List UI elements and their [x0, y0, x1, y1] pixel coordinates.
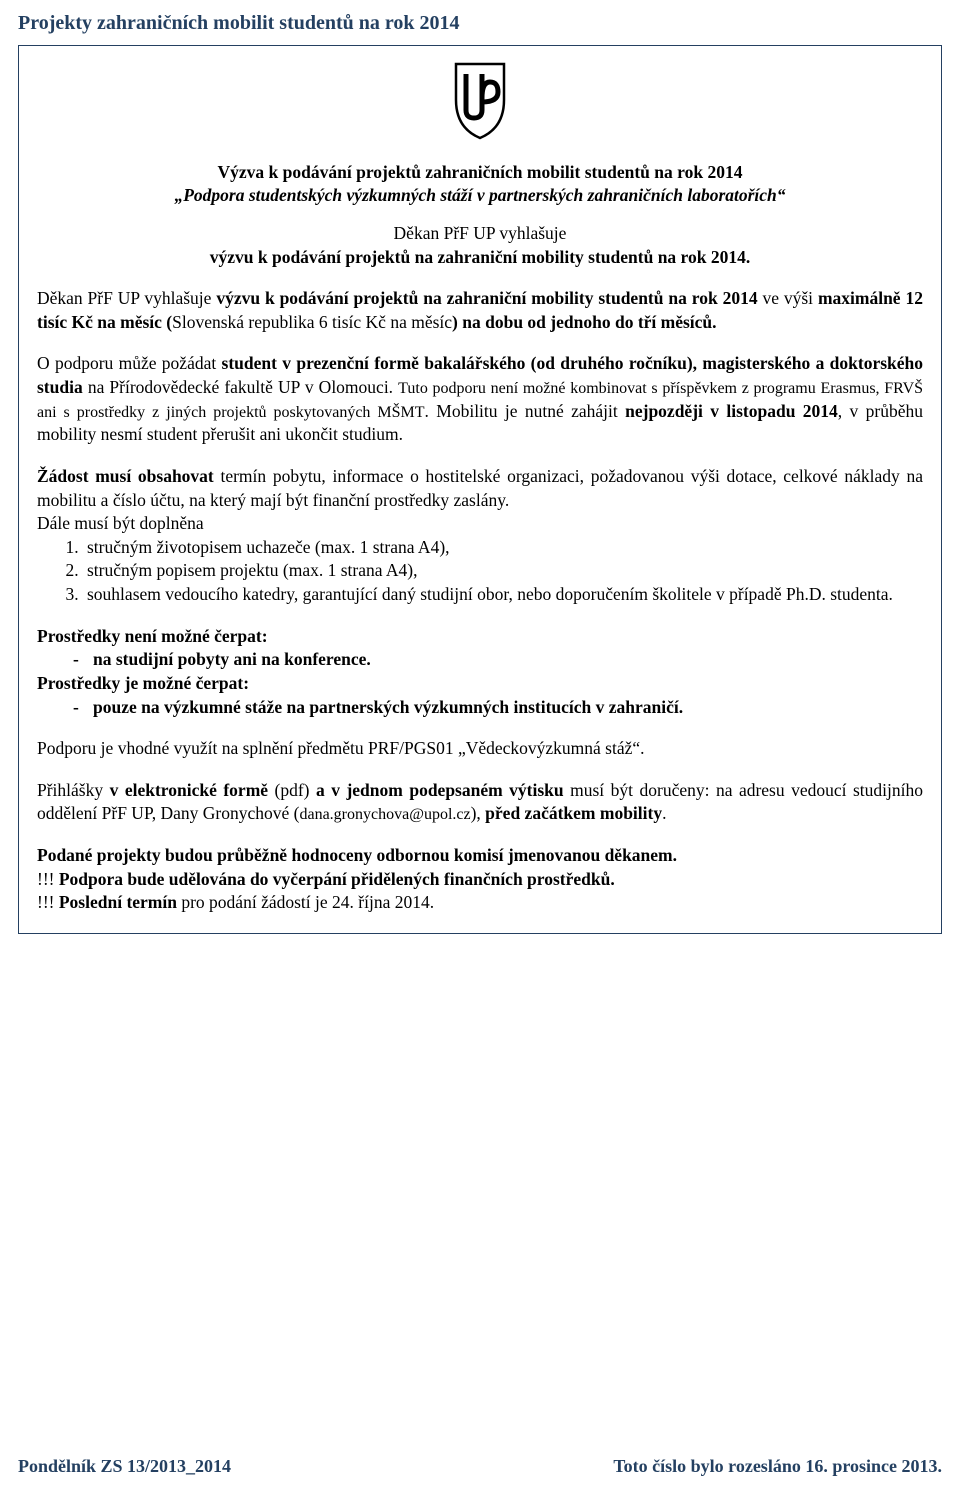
- text: !!!: [37, 869, 59, 889]
- paragraph-8: !!! Poslední termín pro podání žádostí j…: [37, 891, 923, 915]
- text: !!!: [37, 892, 59, 912]
- text-bold: výzvu k podávání projektů na zahraniční …: [216, 288, 757, 308]
- email-text: dana.gronychova@upol.cz: [299, 806, 470, 823]
- paragraph-6: Podané projekty budou průběžně hodnoceny…: [37, 844, 923, 868]
- paragraph-1: Děkan PřF UP vyhlašuje výzvu k podávání …: [37, 287, 923, 334]
- subtitle-line2: „Podpora studentských výzkumných stáží v…: [37, 184, 923, 208]
- text: O podporu může požádat: [37, 353, 222, 373]
- text-bold: nejpozději v listopadu 2014: [625, 401, 838, 421]
- list-item: souhlasem vedoucího katedry, garantující…: [83, 583, 923, 607]
- list-item: stručným popisem projektu (max. 1 strana…: [83, 559, 923, 583]
- text-bold: Podpora bude udělována do vyčerpání přid…: [59, 869, 615, 889]
- text: ),: [471, 803, 486, 823]
- text-bold: Žádost musí obsahovat: [37, 466, 214, 486]
- requirements-list: stručným životopisem uchazeče (max. 1 st…: [83, 536, 923, 607]
- logo-wrap: [37, 58, 923, 149]
- text: Děkan PřF UP vyhlašuje: [37, 288, 216, 308]
- paragraph-4: Podporu je vhodné využít na splnění před…: [37, 737, 923, 761]
- text-bold: a v jednom podepsaném výtisku: [316, 780, 564, 800]
- list-item: pouze na výzkumné stáže na partnerských …: [73, 696, 923, 720]
- funds-yes-list: pouze na výzkumné stáže na partnerských …: [73, 696, 923, 720]
- list-item: na studijní pobyty ani na konference.: [73, 648, 923, 672]
- page-title: Projekty zahraničních mobilit studentů n…: [0, 0, 960, 45]
- paragraph-5: Přihlášky v elektronické formě (pdf) a v…: [37, 779, 923, 826]
- paragraph-2: O podporu může požádat student v prezenč…: [37, 352, 923, 447]
- document-frame: Výzva k podávání projektů zahraničních m…: [18, 45, 942, 934]
- university-shield-icon: [450, 58, 510, 142]
- funds-not-label: Prostředky není možné čerpat:: [37, 625, 923, 649]
- text: (pdf): [268, 780, 316, 800]
- text: na Přírodovědecké fakultě UP v Olomouci.: [83, 377, 393, 397]
- paragraph-3: Žádost musí obsahovat termín pobytu, inf…: [37, 465, 923, 536]
- text: . Mobilitu je nutné zahájit: [425, 401, 626, 421]
- dean-line: Děkan PřF UP vyhlašuje: [37, 222, 923, 246]
- footer-right: Toto číslo bylo rozesláno 16. prosince 2…: [613, 1454, 942, 1478]
- text: .: [662, 803, 666, 823]
- subtitle-line1: Výzva k podávání projektů zahraničních m…: [37, 161, 923, 185]
- announce-line: výzvu k podávání projektů na zahraniční …: [37, 246, 923, 270]
- text-bold: v elektronické formě: [110, 780, 268, 800]
- funds-yes-label: Prostředky je možné čerpat:: [37, 672, 923, 696]
- text-bold: Poslední termín: [59, 892, 177, 912]
- page-footer: Pondělník ZS 13/2013_2014 Toto číslo byl…: [18, 1454, 942, 1478]
- funds-not-list: na studijní pobyty ani na konference.: [73, 648, 923, 672]
- text: ve výši: [758, 288, 818, 308]
- text: Dále musí být doplněna: [37, 513, 204, 533]
- footer-left: Pondělník ZS 13/2013_2014: [18, 1454, 231, 1478]
- text-bold: ) na dobu od jednoho do tří měsíců.: [452, 312, 717, 332]
- text: pro podání žádostí je 24. října 2014.: [177, 892, 434, 912]
- text: 16. prosince 2013.: [805, 1456, 942, 1476]
- paragraph-7: !!! Podpora bude udělována do vyčerpání …: [37, 868, 923, 892]
- text: Slovenská republika 6 tisíc Kč na měsíc: [172, 312, 452, 332]
- list-item: stručným životopisem uchazeče (max. 1 st…: [83, 536, 923, 560]
- funds-block: Prostředky není možné čerpat: na studijn…: [37, 625, 923, 720]
- text-bold: před začátkem mobility: [485, 803, 662, 823]
- text: Toto číslo bylo rozesláno: [613, 1456, 805, 1476]
- text: pouze na výzkumné stáže na partnerských …: [93, 697, 683, 717]
- text: Přihlášky: [37, 780, 110, 800]
